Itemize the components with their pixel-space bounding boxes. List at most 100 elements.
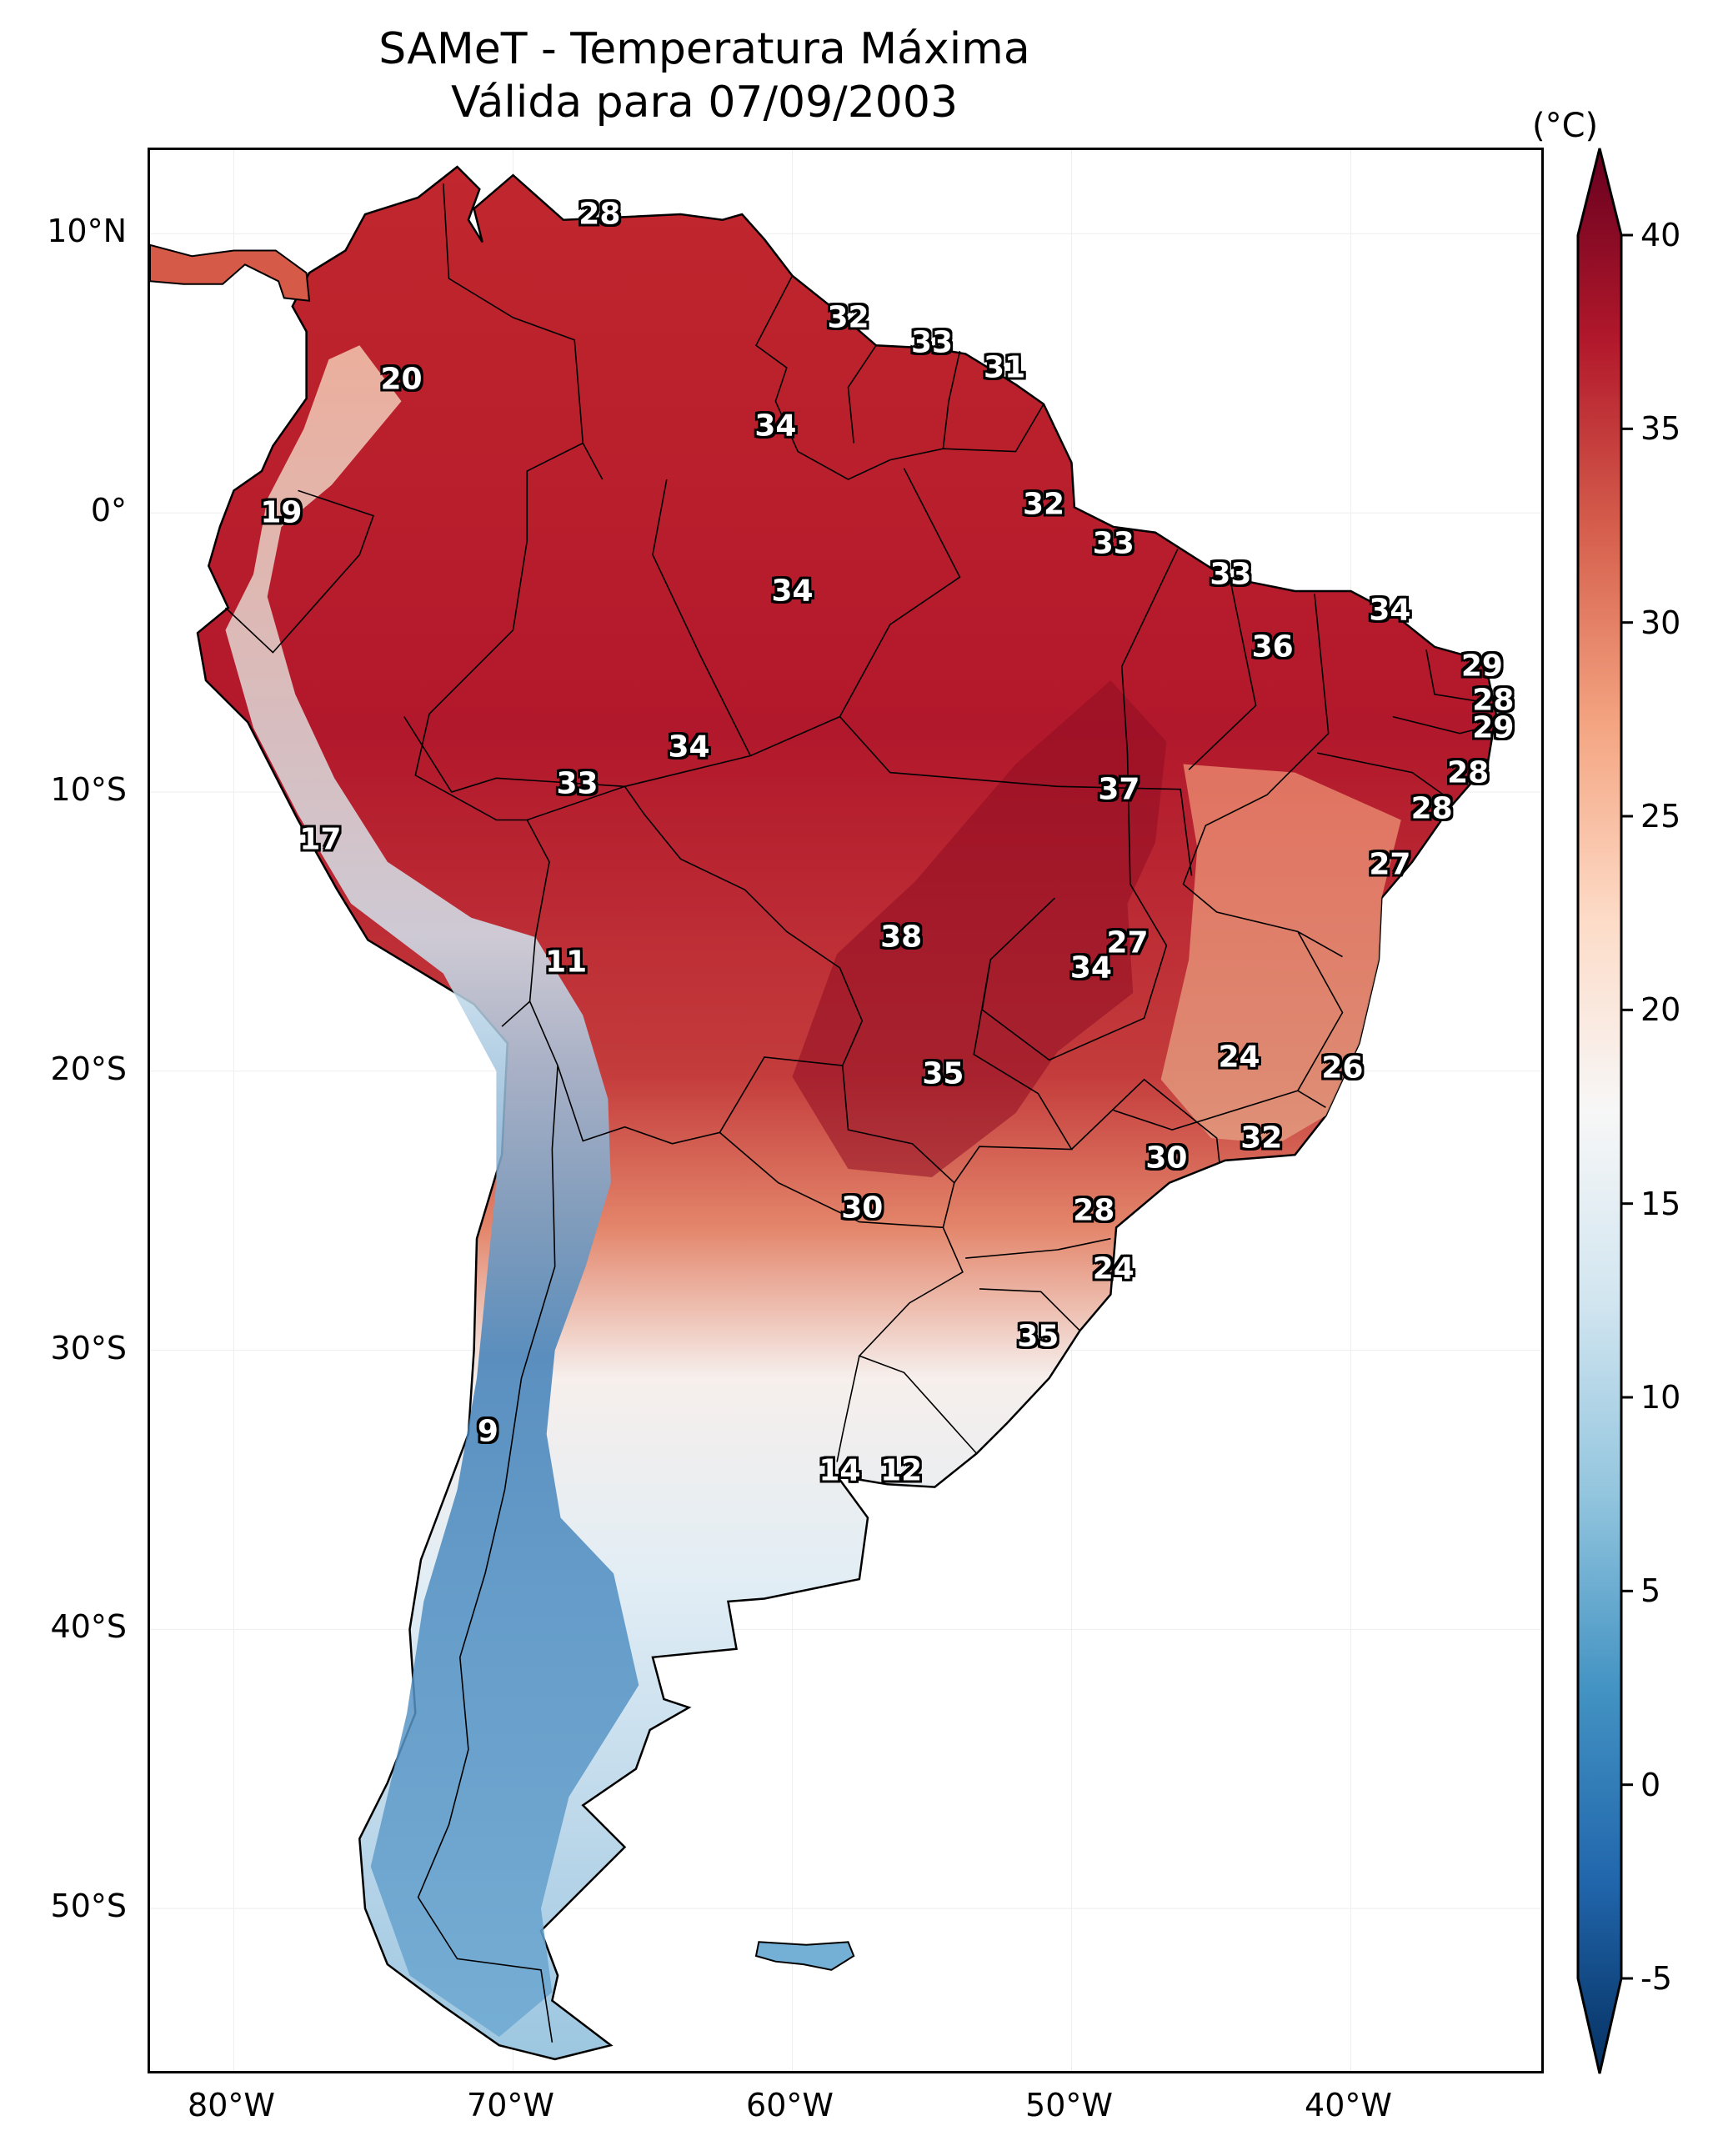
- border-line: [528, 1000, 843, 1145]
- border-line: [1317, 752, 1452, 801]
- colorbar-tick-label: 15: [1640, 1185, 1681, 1222]
- temperature-label: 24: [1218, 1040, 1260, 1075]
- lon-tick-label: 60°W: [746, 2087, 834, 2123]
- temperature-label: 33: [1210, 557, 1252, 592]
- colorbar-tick-label: 0: [1640, 1766, 1661, 1803]
- lat-tick-label: 30°S: [50, 1329, 127, 1366]
- temperature-label: 28: [1447, 755, 1490, 790]
- temperature-label: 24: [1092, 1251, 1134, 1286]
- colorbar: [1576, 148, 1633, 2074]
- lon-tick-label: 80°W: [188, 2087, 275, 2123]
- temperature-label: 11: [545, 945, 588, 980]
- colorbar-body: [1576, 148, 1623, 2074]
- temperature-label: 32: [1022, 487, 1065, 522]
- border-line: [1392, 715, 1494, 735]
- border-line: [858, 1226, 978, 1454]
- temperature-map: [150, 150, 1541, 2071]
- colorbar-tick-label: -5: [1640, 1960, 1672, 1997]
- temperature-label: 29: [1460, 649, 1503, 684]
- temperature-label: 28: [1073, 1193, 1115, 1228]
- lat-tick-label: 40°S: [50, 1608, 127, 1646]
- border-line: [965, 1237, 1111, 1259]
- temperature-label: 36: [1251, 629, 1294, 664]
- border-line: [719, 1065, 955, 1229]
- temperature-label: 32: [1240, 1121, 1283, 1156]
- temperature-label: 33: [556, 766, 599, 801]
- border-line: [1113, 1090, 1326, 1131]
- temperature-label: 14: [819, 1453, 861, 1488]
- chart-subtitle: Válida para 07/09/2003: [450, 78, 959, 128]
- border-line: [839, 468, 961, 717]
- temperature-label: 19: [260, 495, 303, 530]
- border-line: [979, 1288, 1081, 1331]
- colorbar-tick-label: 35: [1640, 410, 1681, 448]
- border-line: [527, 785, 864, 1066]
- colorbar-tick-label: 30: [1640, 604, 1681, 641]
- temperature-label: 20: [380, 362, 423, 397]
- temperature-label: 37: [1098, 772, 1140, 807]
- temperature-label: 35: [922, 1056, 964, 1091]
- temperature-label: 34: [1369, 593, 1411, 628]
- temperature-label: 12: [880, 1453, 923, 1488]
- temperature-label: 17: [299, 822, 342, 857]
- temperature-label: 33: [1092, 526, 1134, 561]
- lat-tick-label: 50°S: [50, 1888, 127, 1925]
- border-line: [403, 715, 1193, 876]
- lon-tick-label: 50°W: [1025, 2087, 1113, 2123]
- border-line: [1297, 931, 1344, 1091]
- east-coast-mild-region: [1160, 764, 1401, 1144]
- colorbar-tick-label: 10: [1640, 1379, 1681, 1416]
- temperature-label: 30: [841, 1191, 884, 1226]
- temperature-label: 27: [1106, 925, 1149, 960]
- inpe-logo: INPE: [1509, 2055, 1544, 2073]
- map-frame: 28 20 32 33 31 34 19 32 33 34 33 34 36 29 28 29 34 33 37 28…: [148, 148, 1544, 2073]
- lat-tick-label: 10°S: [50, 771, 127, 808]
- temperature-label: 38: [880, 920, 923, 955]
- lon-tick-label: 40°W: [1305, 2087, 1392, 2123]
- border-line: [1070, 1078, 1220, 1164]
- colorbar-unit: (°C): [1532, 107, 1599, 145]
- andes-cold-band: [225, 345, 639, 2038]
- temperature-label: 28: [579, 197, 621, 232]
- border-line: [1188, 582, 1257, 770]
- border-line: [1182, 594, 1343, 958]
- lon-tick-label: 70°W: [467, 2087, 554, 2123]
- temperature-label: 34: [1069, 950, 1112, 985]
- temperature-label: 26: [1321, 1050, 1364, 1086]
- border-line: [417, 1065, 558, 2043]
- border-line: [443, 183, 604, 480]
- central-hot-region: [792, 680, 1167, 1177]
- colorbar-tick-label: 5: [1640, 1572, 1661, 1610]
- temperature-label: 32: [827, 300, 869, 335]
- border-line: [754, 275, 1044, 480]
- central-america-isthmus: [150, 243, 311, 302]
- border-line: [954, 959, 1073, 1184]
- temperature-label: 34: [754, 409, 797, 444]
- temperature-label: 28: [1410, 791, 1453, 826]
- temperature-label: 28: [1472, 683, 1515, 718]
- border-line: [224, 489, 375, 654]
- chart-title: SAMeT - Temperatura Máxima: [378, 24, 1030, 74]
- border-line: [847, 344, 877, 444]
- border-line: [1425, 649, 1488, 704]
- lat-tick-label: 0°: [90, 492, 127, 529]
- temperature-label: 34: [668, 730, 710, 765]
- border-line: [836, 1356, 860, 1462]
- colorbar-tick-label: 25: [1640, 798, 1681, 835]
- colorbar-tick-label: 40: [1640, 217, 1681, 253]
- temperature-label: 34: [771, 574, 814, 609]
- lat-tick-label: 10°N: [47, 213, 127, 250]
- temperature-label: 30: [1145, 1141, 1188, 1176]
- lat-tick-label: 20°S: [50, 1050, 127, 1087]
- colorbar-tick-label: 20: [1640, 991, 1681, 1029]
- falkland-islands: [754, 1941, 855, 1971]
- temperature-label: 27: [1369, 847, 1411, 882]
- temperature-label: 9: [477, 1414, 498, 1449]
- temperature-label: 31: [984, 350, 1026, 385]
- border-line: [652, 479, 752, 756]
- border-line: [512, 442, 584, 630]
- country-borders: [224, 183, 1494, 2043]
- temperature-label: 29: [1472, 710, 1515, 745]
- border-line: [942, 350, 961, 449]
- temperature-label: 35: [1017, 1319, 1059, 1354]
